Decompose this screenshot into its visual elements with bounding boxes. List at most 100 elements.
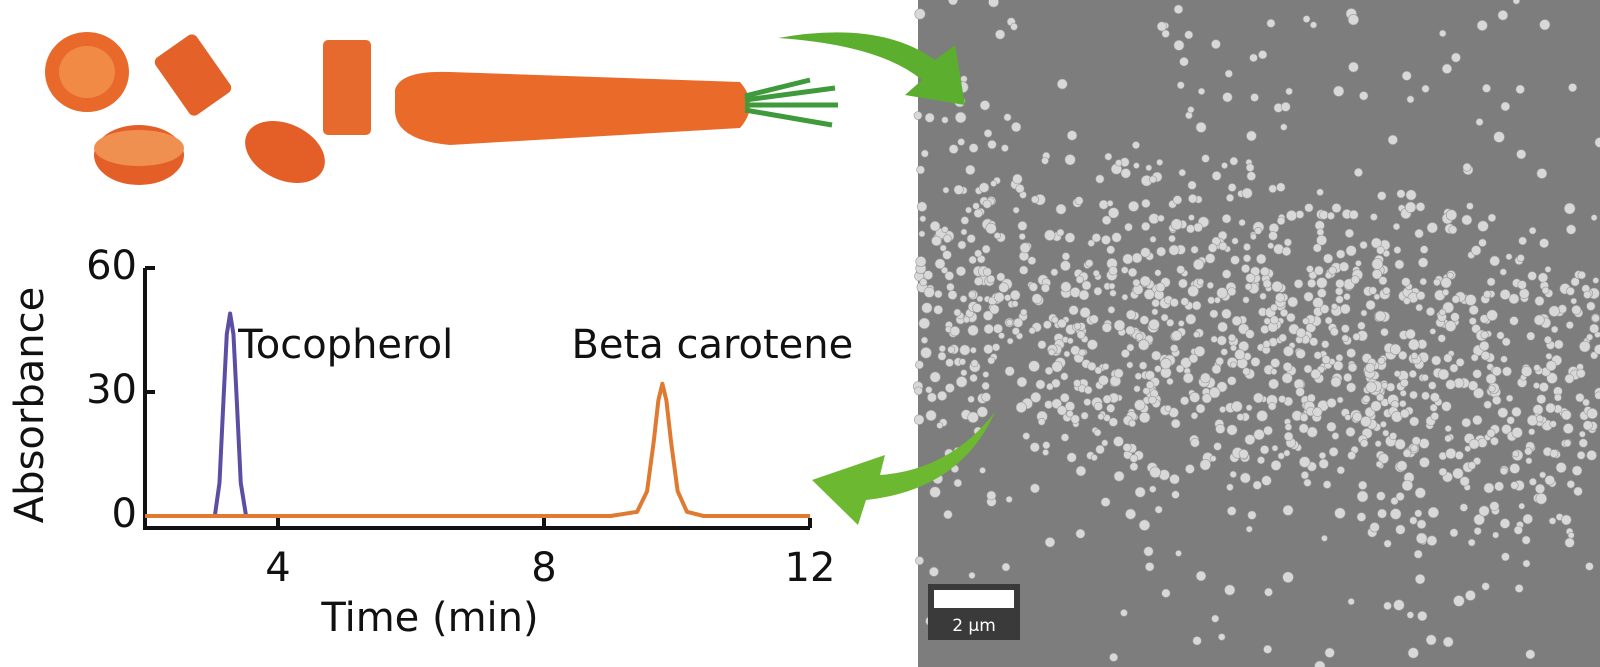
particle [1257, 456, 1265, 465]
particle [1004, 366, 1015, 377]
particle [1380, 420, 1387, 428]
particle [1378, 276, 1388, 286]
particle [1389, 432, 1398, 441]
particle [981, 244, 991, 254]
particle [1180, 297, 1189, 306]
particle [927, 392, 937, 403]
particle [1226, 506, 1237, 516]
particle [1035, 379, 1046, 390]
particle [1383, 601, 1392, 611]
particle [1197, 87, 1206, 96]
particle [1473, 387, 1485, 399]
particle [1242, 254, 1252, 263]
particle [1570, 277, 1580, 287]
particle [1169, 473, 1180, 485]
particle [974, 249, 983, 258]
particle [1533, 364, 1541, 372]
particle [1230, 255, 1240, 265]
particle [1522, 513, 1533, 525]
particle [1502, 366, 1512, 377]
particle [1466, 202, 1474, 210]
particle [1352, 411, 1363, 422]
particle [1127, 267, 1138, 278]
particle [1405, 189, 1417, 201]
particle [1571, 304, 1582, 315]
particle [1492, 531, 1500, 539]
particle [1201, 393, 1212, 404]
particle [1321, 340, 1330, 349]
particle [1061, 252, 1071, 261]
particle [1465, 590, 1476, 601]
particle [1238, 219, 1246, 227]
particle [916, 201, 928, 212]
particle [1106, 403, 1116, 413]
particle [1172, 195, 1183, 205]
particle [1087, 239, 1095, 247]
particle [1221, 162, 1228, 169]
particle [1187, 285, 1199, 297]
particle [1345, 245, 1357, 257]
particle [1017, 220, 1028, 231]
particle [1578, 438, 1588, 448]
particle [1501, 337, 1511, 347]
particle [915, 360, 924, 370]
particle [1220, 348, 1228, 356]
particle [1171, 330, 1183, 342]
particle [1210, 335, 1218, 343]
particle [1090, 454, 1098, 462]
particle [1512, 450, 1520, 458]
particle [1080, 411, 1089, 420]
particle [1533, 382, 1540, 390]
particle [1376, 491, 1386, 501]
particle [1398, 350, 1408, 360]
particle [1326, 211, 1335, 220]
particle [970, 359, 979, 368]
particle [1316, 188, 1324, 196]
particle [1553, 393, 1562, 402]
particle [1013, 317, 1024, 328]
particle [1222, 269, 1232, 279]
particle [1395, 492, 1405, 502]
particle [1206, 281, 1214, 290]
particle [1018, 233, 1026, 241]
particle [1395, 524, 1406, 535]
particle [1467, 461, 1477, 470]
particle [1056, 78, 1068, 90]
particle [982, 267, 992, 277]
particle [943, 234, 952, 243]
particle [1102, 394, 1112, 404]
particle [1583, 290, 1592, 299]
particle [1576, 450, 1586, 460]
particle [924, 112, 935, 123]
particle [1518, 288, 1530, 299]
particle [1394, 438, 1406, 450]
arrow [812, 412, 995, 525]
particle [1306, 265, 1314, 273]
particle [1309, 21, 1318, 29]
particle [1051, 361, 1063, 373]
particle [1168, 234, 1176, 243]
particle [1295, 327, 1307, 338]
particle [1060, 433, 1070, 442]
particle [1108, 417, 1118, 427]
particle [1446, 271, 1454, 279]
particle [1217, 321, 1228, 333]
particle [1010, 289, 1021, 301]
particle [1300, 471, 1309, 480]
particle [1501, 552, 1510, 562]
particle [1532, 404, 1544, 415]
particle [1414, 487, 1426, 499]
particle [1122, 443, 1132, 453]
particle [1102, 363, 1110, 371]
particle [953, 184, 964, 195]
particle [982, 371, 990, 378]
particle [960, 216, 970, 225]
particle [1516, 149, 1527, 160]
particle [1170, 344, 1179, 353]
particle [1406, 611, 1415, 619]
particle [1374, 310, 1386, 322]
particle [915, 256, 927, 268]
particle [1149, 466, 1161, 479]
particle [1526, 414, 1539, 427]
particle [929, 220, 941, 232]
